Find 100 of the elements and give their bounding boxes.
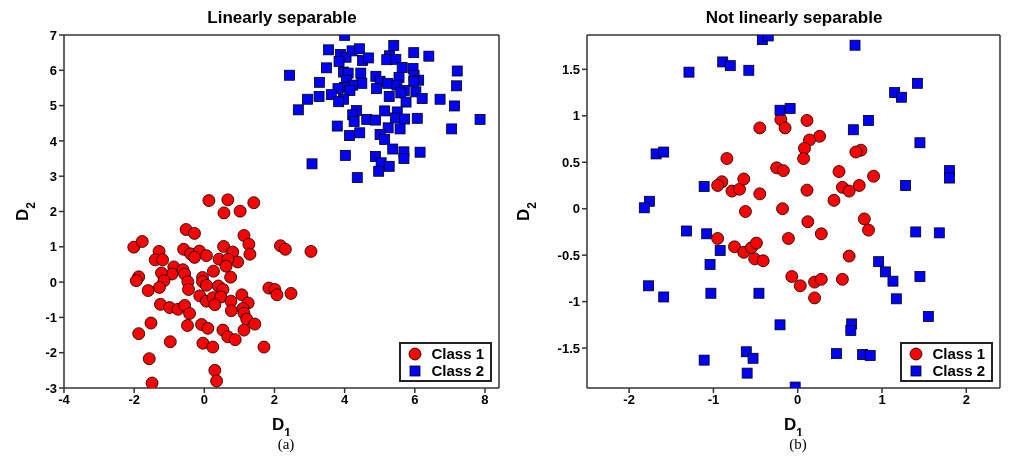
point: [849, 145, 863, 159]
point: [658, 146, 670, 158]
x-tick-label: 4: [341, 392, 350, 408]
point: [724, 60, 736, 72]
x-tick-label: 1: [878, 392, 886, 408]
point: [922, 311, 934, 322]
y-tick-label: 0: [572, 201, 580, 217]
point: [784, 102, 796, 114]
point: [743, 64, 755, 76]
point: [808, 291, 821, 305]
point: [933, 227, 945, 239]
point: [895, 91, 907, 103]
y-tick-label: 1.5: [561, 61, 580, 77]
point: [887, 275, 899, 287]
point: [813, 129, 827, 143]
point: [704, 259, 716, 270]
y-tick-label: -3: [45, 380, 57, 396]
point: [862, 223, 875, 237]
point: [849, 39, 861, 51]
point: [701, 228, 713, 240]
x-tick-label: 0: [200, 392, 208, 408]
y-tick-label: 1: [49, 239, 57, 255]
point: [863, 115, 874, 126]
point: [832, 165, 846, 178]
x-tick-label: 2: [962, 392, 970, 408]
point: [793, 279, 807, 293]
point: [711, 232, 725, 245]
point: [873, 256, 885, 268]
point: [774, 104, 786, 116]
point: [798, 141, 811, 155]
point: [782, 232, 795, 245]
point: [814, 272, 828, 286]
point: [900, 180, 911, 191]
point: [914, 137, 926, 149]
point: [698, 354, 710, 366]
y-tick-label: 2: [49, 204, 57, 220]
legend-label: Class 2: [431, 362, 484, 379]
x-tick-label: 8: [481, 392, 489, 408]
point: [800, 183, 814, 197]
y-tick-label: 5: [49, 98, 57, 114]
point: [643, 280, 654, 292]
point: [801, 215, 815, 229]
y-tick-label: 0.5: [561, 154, 580, 170]
y-tick-label: 3: [49, 168, 57, 184]
point: [785, 270, 799, 283]
y-tick-label: 4: [49, 133, 58, 149]
y-tick-label: -0.5: [557, 247, 580, 263]
chart-title: Linearly separable: [206, 8, 358, 28]
y-tick-label: -1: [45, 310, 57, 326]
point: [733, 182, 746, 196]
y-tick-label: 7: [49, 27, 57, 43]
text: (b): [788, 436, 808, 453]
point: [910, 226, 922, 238]
y-tick-label: -1.5: [557, 340, 580, 356]
legend-label: Class 2: [932, 362, 985, 379]
x-tick-label: 2: [270, 392, 279, 408]
chart-title: Not linearly separable: [704, 8, 884, 28]
x-tick-label: 6: [411, 392, 419, 408]
y-tick-label: 0: [49, 274, 57, 290]
point: [914, 271, 926, 282]
point: [698, 181, 710, 192]
point: [797, 152, 811, 165]
point: [683, 66, 695, 78]
legend-label: Class 1: [932, 345, 985, 362]
point: [753, 121, 767, 135]
y-tick-label: -2: [45, 345, 57, 361]
point: [776, 202, 789, 216]
x-tick-label: -2: [128, 392, 140, 408]
point: [753, 287, 765, 299]
legend-label: Class 1: [431, 345, 484, 362]
point: [753, 187, 767, 201]
point: [814, 227, 828, 241]
point: [778, 121, 792, 135]
point: [835, 272, 849, 286]
point: [756, 254, 770, 268]
point: [705, 287, 717, 299]
point: [867, 169, 880, 183]
text: (a): [276, 436, 296, 453]
point: [944, 172, 955, 184]
point: [847, 124, 859, 136]
point: [857, 212, 871, 226]
point: [658, 291, 670, 303]
x-tick-label: -2: [623, 392, 635, 408]
point: [831, 348, 842, 360]
point: [720, 152, 734, 165]
point: [638, 202, 650, 214]
point: [879, 266, 891, 278]
y-tick-label: 6: [49, 62, 57, 78]
point: [747, 352, 759, 364]
x-tick-label: 0: [794, 392, 802, 408]
point: [864, 350, 876, 361]
x-tick-label: -1: [707, 392, 720, 408]
y-tick-label: -1: [568, 294, 580, 310]
point: [739, 205, 752, 218]
point: [842, 249, 856, 263]
point: [776, 164, 790, 178]
point: [737, 172, 751, 186]
x-tick-label: -4: [58, 392, 71, 408]
point: [741, 367, 753, 379]
point: [800, 114, 814, 127]
